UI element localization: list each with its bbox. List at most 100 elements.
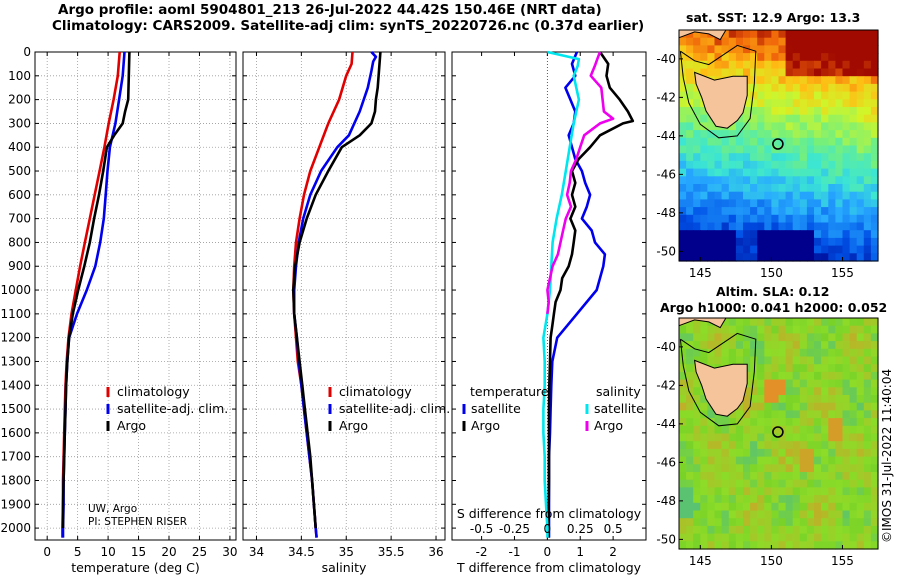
map-cell [806,510,815,519]
map-cell [735,145,744,154]
map-cell [707,418,716,427]
map-cell [700,456,708,465]
map-cell [764,325,772,334]
map-cell [863,533,872,542]
map-cell [792,237,801,247]
map-cell [870,402,879,411]
map-cell [778,122,787,131]
map-cell [721,130,730,139]
map-cell [728,510,737,519]
salinity-xtick-label: 35.5 [378,545,405,559]
map-cell [842,107,851,116]
map-cell [771,184,780,193]
map-cell [700,333,708,342]
map-cell [743,387,751,396]
map-cell [757,68,765,77]
map-cell [870,533,879,542]
map-cell [863,184,872,193]
map-cell [686,479,694,488]
map-cell [849,402,858,411]
map-cell [771,37,780,46]
map-cell [835,160,844,170]
map-cell [856,348,865,358]
map-cell [785,83,794,93]
map-cell [835,237,844,247]
map-cell [785,318,794,327]
map-cell [750,214,758,224]
map-cell [842,76,851,85]
map-cell [814,318,822,327]
map-cell [835,253,844,262]
map-cell [849,348,858,358]
map-cell [828,387,836,396]
map-cell [757,425,765,435]
map-cell [863,395,872,404]
map-cell [870,341,879,350]
map-cell [735,418,744,427]
sla_map-argo-marker [772,426,784,438]
depth-tick-label: 900 [8,259,31,273]
map-cell [757,245,765,254]
map-cell [764,153,772,162]
depth-tick-label: 1300 [0,354,31,368]
map-cell [814,130,822,139]
map-cell [771,122,780,131]
map-cell [757,37,765,46]
map-cell [821,371,829,381]
map-cell [849,107,858,116]
map-cell [785,379,794,388]
map-cell [806,418,815,427]
map-cell [821,30,829,39]
map-cell [778,191,787,200]
map-cell [757,160,765,170]
map-cell [806,168,815,177]
map-cell [806,464,815,473]
map-cell [806,114,815,123]
map-cell [856,418,865,427]
map-cell [757,441,765,450]
map-cell [728,37,737,46]
map-cell [714,333,723,342]
map-cell [849,199,858,208]
map-cell [707,237,716,247]
map-cell [806,99,815,108]
map-cell [835,541,844,550]
map-cell [870,418,879,427]
map-cell [700,207,708,216]
map-cell [778,214,787,224]
map-cell [679,37,687,46]
map-cell [757,45,765,54]
map-cell [785,130,794,139]
map-cell [686,325,694,334]
map-cell [707,541,716,550]
map-cell [721,533,730,542]
map-cell [679,153,687,162]
map-cell [856,184,865,193]
map-cell [849,333,858,342]
map-cell [863,53,872,62]
map-cell [757,410,765,419]
map-cell [856,130,865,139]
map-cell [863,479,872,488]
map-cell [728,410,737,419]
map-cell [799,60,808,70]
map-cell [849,510,858,519]
map-cell [764,433,772,442]
map-cell [849,207,858,216]
map-cell [778,541,787,550]
temperature-legend-label: climatology [117,384,190,399]
map-cell [771,107,780,116]
map-cell [814,207,822,216]
map-cell [821,364,829,373]
map-cell [856,395,865,404]
difference-xtick-label: 0 [544,545,552,559]
map-cell [814,214,822,224]
map-cell [700,356,708,365]
temperature-xtick-label: 20 [161,545,176,559]
map-cell [750,325,758,334]
map-cell [778,325,787,334]
map-cell [799,418,808,427]
map-cell [757,184,765,193]
map-cell [757,464,765,473]
map-cell [821,245,829,254]
